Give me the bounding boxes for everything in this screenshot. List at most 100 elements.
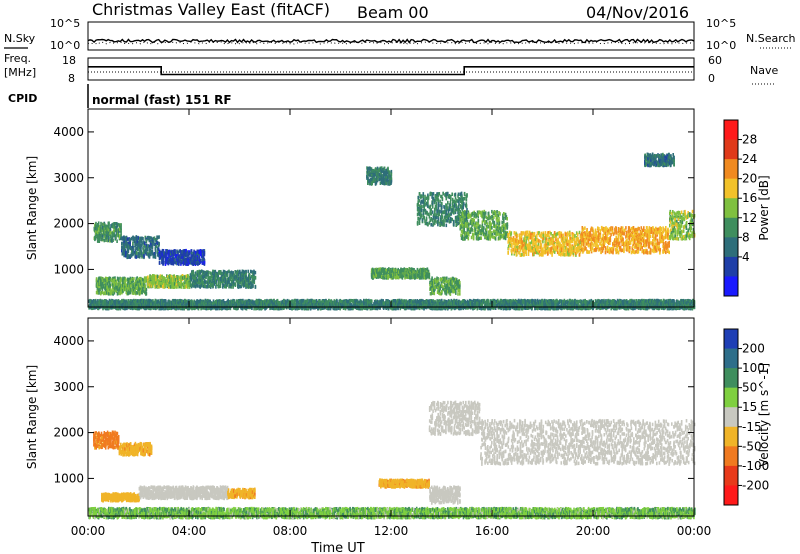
noise-tick-top-right: 10^5 <box>706 17 736 30</box>
data-cell <box>475 221 478 226</box>
data-cell <box>109 239 111 243</box>
data-cell <box>99 225 101 229</box>
data-cell <box>188 255 190 259</box>
noise-tick-bottom-right: 10^0 <box>706 39 736 52</box>
data-cell <box>101 222 104 227</box>
data-cell <box>135 235 138 239</box>
data-cell <box>208 271 210 275</box>
data-cell <box>199 285 201 289</box>
data-cell <box>181 276 184 280</box>
data-cell <box>540 235 543 239</box>
noise-sky-trace <box>87 38 695 44</box>
data-cell <box>139 249 141 253</box>
data-cell <box>119 227 121 231</box>
data-cell <box>128 254 131 259</box>
data-cell <box>150 252 152 257</box>
data-cell <box>170 249 172 254</box>
data-region <box>580 225 670 255</box>
data-cell <box>479 224 481 229</box>
data-cell <box>127 249 130 254</box>
data-cell <box>162 261 165 265</box>
data-cell <box>174 249 176 254</box>
data-cell <box>503 216 505 221</box>
data-cell <box>525 239 528 244</box>
data-cell <box>134 236 136 240</box>
nave-tick-bottom: 0 <box>708 72 715 85</box>
data-cell <box>516 233 519 238</box>
data-cell <box>485 231 488 235</box>
data-cell <box>563 242 566 247</box>
data-cell <box>96 235 99 240</box>
noise-tick-bottom: 10^0 <box>50 39 80 52</box>
data-region <box>189 269 257 289</box>
data-cell <box>531 246 534 250</box>
data-cell <box>98 232 101 236</box>
data-cell <box>492 219 494 223</box>
data-cell <box>142 250 145 255</box>
data-cell <box>102 228 105 233</box>
data-cell <box>145 246 148 250</box>
data-cell <box>430 208 432 212</box>
data-cell <box>254 270 257 275</box>
data-cell <box>432 192 435 196</box>
data-cell <box>209 276 212 281</box>
data-cell <box>167 250 170 254</box>
data-cell <box>196 284 199 288</box>
data-cell <box>97 227 100 231</box>
data-cell <box>145 291 148 296</box>
data-cell <box>123 240 126 244</box>
data-cell <box>443 219 445 224</box>
data-cell <box>436 215 438 220</box>
data-cell <box>562 248 565 253</box>
data-cell <box>569 244 572 248</box>
data-cell <box>97 224 100 229</box>
data-cell <box>203 260 206 265</box>
data-cell <box>441 218 443 222</box>
data-cell <box>141 255 143 259</box>
data-cell <box>96 224 99 229</box>
data-cell <box>417 195 420 200</box>
data-cell <box>147 244 149 248</box>
data-cell <box>110 224 112 228</box>
data-cell <box>226 273 229 278</box>
data-cell <box>254 276 257 280</box>
data-cell <box>157 241 159 246</box>
data-cell <box>105 225 107 230</box>
data-cell <box>477 219 480 223</box>
freq-tick-bottom: 8 <box>68 72 75 85</box>
data-cell <box>473 218 475 223</box>
data-cell <box>167 254 170 258</box>
data-cell <box>115 226 118 230</box>
data-cell <box>170 252 172 256</box>
data-cell <box>141 242 143 246</box>
data-cell <box>454 192 457 197</box>
data-cell <box>464 217 466 222</box>
data-cell <box>416 220 419 225</box>
data-cell <box>569 252 572 257</box>
data-cell <box>424 199 426 203</box>
data-cell <box>110 278 113 282</box>
data-cell <box>511 242 513 247</box>
data-cell <box>95 221 97 226</box>
data-cell <box>167 261 170 266</box>
data-cell <box>499 212 501 216</box>
data-cell <box>431 205 434 209</box>
data-cell <box>569 231 571 236</box>
data-cell <box>136 239 139 243</box>
data-cell <box>164 277 166 281</box>
data-cell <box>138 244 140 249</box>
data-cell <box>157 235 159 240</box>
data-cell <box>157 253 160 258</box>
data-cell <box>428 273 431 277</box>
data-cell <box>128 238 131 242</box>
data-cell <box>135 242 137 246</box>
data-cell <box>95 224 97 229</box>
data-cell <box>451 192 453 196</box>
data-cell <box>548 247 551 251</box>
data-cell <box>158 261 161 265</box>
data-cell <box>456 199 458 203</box>
data-cell <box>173 274 175 278</box>
data-cell <box>465 204 468 208</box>
data-cell <box>117 222 120 227</box>
data-cell <box>135 255 138 259</box>
